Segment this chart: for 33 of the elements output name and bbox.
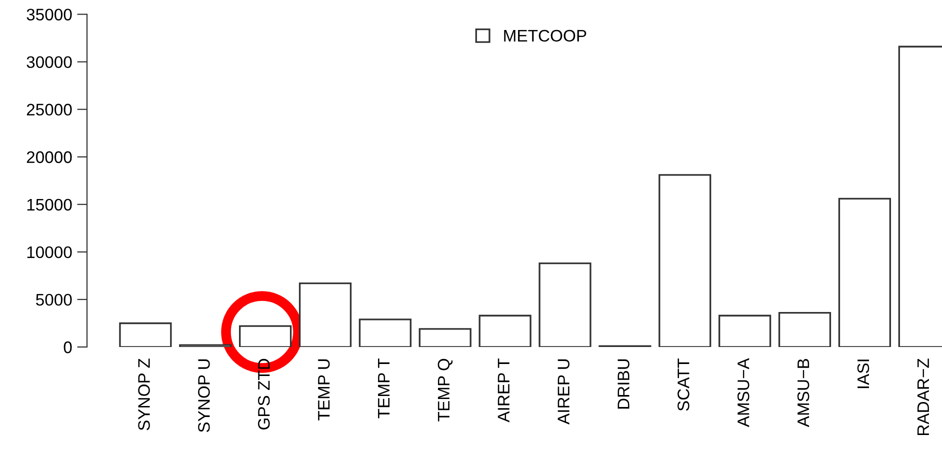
bar [418, 328, 472, 347]
bar [119, 322, 172, 347]
y-tick-label: 10000 [27, 246, 72, 258]
y-tick-label: 35000 [26, 8, 72, 21]
y-tick-label: 5000 [36, 294, 72, 306]
x-tick-label: AIREP T [498, 358, 510, 422]
bar [538, 262, 592, 347]
x-tick-label: SYNOP U [198, 359, 210, 432]
x-tick-label: TEMP Q [438, 358, 453, 422]
x-tick-label: AIREP U [558, 359, 570, 424]
bar [239, 325, 292, 347]
x-tick-label: SYNOP Z [138, 358, 150, 430]
y-tick-label: 30000 [26, 56, 72, 68]
x-tick-label: TEMP T [378, 358, 390, 418]
x-tick-label: AMSU−A [737, 358, 750, 428]
bar [478, 314, 532, 347]
bar [838, 198, 891, 347]
x-tick-label: DRIBU [618, 359, 630, 409]
y-tick-label: 15000 [27, 198, 72, 211]
y-tick-label: 25000 [26, 104, 72, 116]
bar [778, 312, 832, 347]
x-tick-label: SCATT [678, 358, 690, 411]
x-tick-label: AMSU−B [797, 358, 810, 428]
y-tick-label: 0 [64, 341, 72, 354]
bar [658, 174, 712, 347]
x-tick-label: IASI [857, 360, 870, 388]
x-tick-label: TEMP U [318, 359, 330, 420]
x-tick-label: GPS ZTD [258, 358, 270, 430]
bar [718, 314, 772, 347]
legend-label: METCOOP [504, 30, 586, 42]
bar [358, 318, 412, 347]
y-tick-label: 20000 [26, 151, 72, 164]
x-tick-label: RADAR−Z [917, 358, 929, 435]
